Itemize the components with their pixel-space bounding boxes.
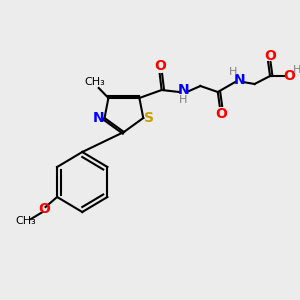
Text: CH₃: CH₃ (16, 216, 37, 226)
Text: S: S (144, 111, 154, 125)
Text: N: N (234, 73, 246, 87)
Text: H: H (229, 67, 238, 77)
Text: H: H (179, 95, 187, 105)
Text: O: O (215, 107, 226, 121)
Text: H: H (293, 65, 300, 75)
Text: N: N (178, 83, 190, 97)
Text: N: N (93, 111, 104, 125)
Text: O: O (39, 202, 50, 216)
Text: O: O (284, 69, 296, 83)
Text: CH₃: CH₃ (85, 77, 105, 87)
Text: O: O (155, 59, 167, 73)
Text: O: O (264, 49, 276, 63)
